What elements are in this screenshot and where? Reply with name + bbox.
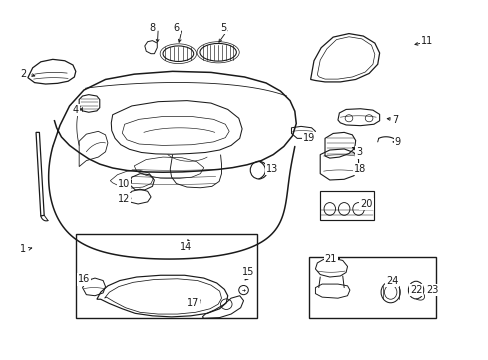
Text: 8: 8 bbox=[149, 23, 155, 33]
Text: 18: 18 bbox=[354, 165, 366, 174]
Text: 23: 23 bbox=[426, 285, 438, 295]
Text: 17: 17 bbox=[186, 298, 199, 308]
Text: 14: 14 bbox=[180, 242, 192, 252]
Text: 4: 4 bbox=[73, 105, 79, 115]
Text: 11: 11 bbox=[421, 36, 433, 46]
Bar bbox=[320, 191, 373, 220]
Bar bbox=[308, 257, 435, 318]
Text: 13: 13 bbox=[265, 164, 278, 174]
Bar bbox=[76, 234, 256, 318]
Text: 10: 10 bbox=[118, 179, 130, 189]
Text: 12: 12 bbox=[117, 194, 130, 204]
Text: 6: 6 bbox=[173, 23, 179, 33]
Text: 1: 1 bbox=[20, 244, 26, 254]
Text: 16: 16 bbox=[78, 274, 90, 284]
Text: 22: 22 bbox=[409, 285, 422, 295]
Text: 2: 2 bbox=[20, 69, 26, 79]
Text: 3: 3 bbox=[356, 148, 362, 157]
Text: 7: 7 bbox=[391, 115, 398, 125]
Text: 20: 20 bbox=[360, 199, 372, 209]
Text: 15: 15 bbox=[242, 267, 254, 278]
Text: 9: 9 bbox=[394, 137, 400, 147]
Text: 5: 5 bbox=[220, 23, 225, 33]
Text: 19: 19 bbox=[303, 133, 315, 143]
Text: 24: 24 bbox=[385, 275, 397, 285]
Text: 21: 21 bbox=[324, 255, 336, 264]
